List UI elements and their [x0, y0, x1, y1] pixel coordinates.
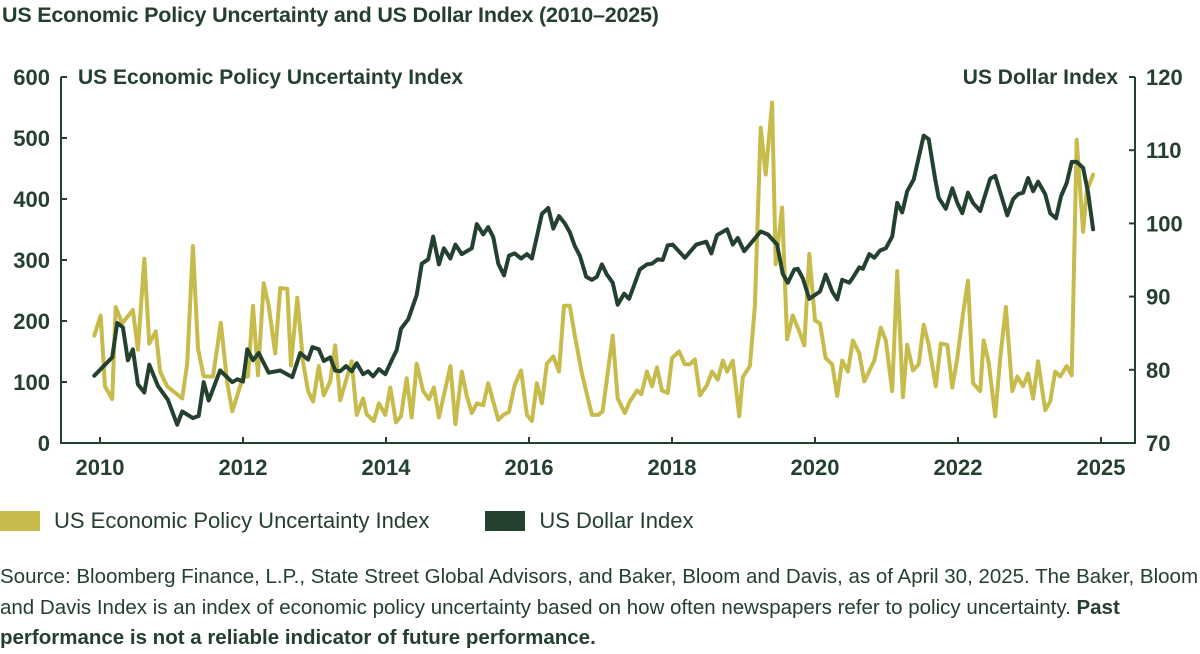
legend-item-usd: US Dollar Index — [485, 508, 693, 534]
y-right-axis-title: US Dollar Index — [963, 66, 1119, 89]
y-right-tick-label: 100 — [1146, 211, 1183, 236]
x-tick-label: 2012 — [219, 455, 268, 480]
x-tick-label: 2016 — [505, 455, 554, 480]
y-left-tick-label: 300 — [13, 248, 50, 273]
x-tick-label: 2014 — [362, 455, 412, 480]
series-line-usd — [92, 133, 1096, 427]
y-left-tick-label: 100 — [13, 370, 50, 395]
x-tick-label: 2022 — [934, 455, 983, 480]
footnote-disclaimer: Past performance is not a reliable indic… — [0, 595, 1120, 650]
x-tick-label: 2020 — [791, 455, 840, 480]
y-right-tick-label: 80 — [1146, 358, 1170, 383]
y-left-tick-label: 200 — [13, 309, 50, 334]
legend-label-epu: US Economic Policy Uncertainty Index — [54, 508, 430, 533]
legend-label-usd: US Dollar Index — [539, 508, 694, 533]
chart: US Economic Policy Uncertainty Index US … — [13, 65, 1183, 480]
y-right-tick-label: 70 — [1146, 431, 1170, 456]
footnote-source: Source: Bloomberg Finance, L.P., State S… — [0, 565, 1199, 619]
y-left-tick-label: 0 — [38, 431, 50, 456]
legend-swatch-epu — [0, 511, 40, 531]
legend-item-epu: US Economic Policy Uncertainty Index — [0, 508, 429, 534]
legend: US Economic Policy Uncertainty Index US … — [0, 508, 749, 534]
y-right-tick-label: 110 — [1146, 138, 1182, 163]
x-tick-label: 2025 — [1077, 455, 1126, 480]
footnote: Source: Bloomberg Finance, L.P., State S… — [0, 562, 1200, 654]
chart-title: US Economic Policy Uncertainty and US Do… — [2, 3, 659, 27]
y-left-axis-title: US Economic Policy Uncertainty Index — [78, 66, 463, 89]
axis-lines — [60, 77, 1136, 444]
x-tick-label: 2018 — [648, 455, 697, 480]
y-right-tick-label: 90 — [1146, 285, 1170, 310]
legend-swatch-usd — [485, 511, 526, 531]
y-left-tick-label: 600 — [13, 65, 50, 90]
y-right-tick-label: 120 — [1146, 65, 1183, 90]
series-line-epu — [92, 100, 1096, 427]
y-left-tick-label: 400 — [13, 187, 50, 212]
y-left-tick-label: 500 — [13, 126, 50, 151]
x-tick-label: 2010 — [76, 455, 125, 480]
